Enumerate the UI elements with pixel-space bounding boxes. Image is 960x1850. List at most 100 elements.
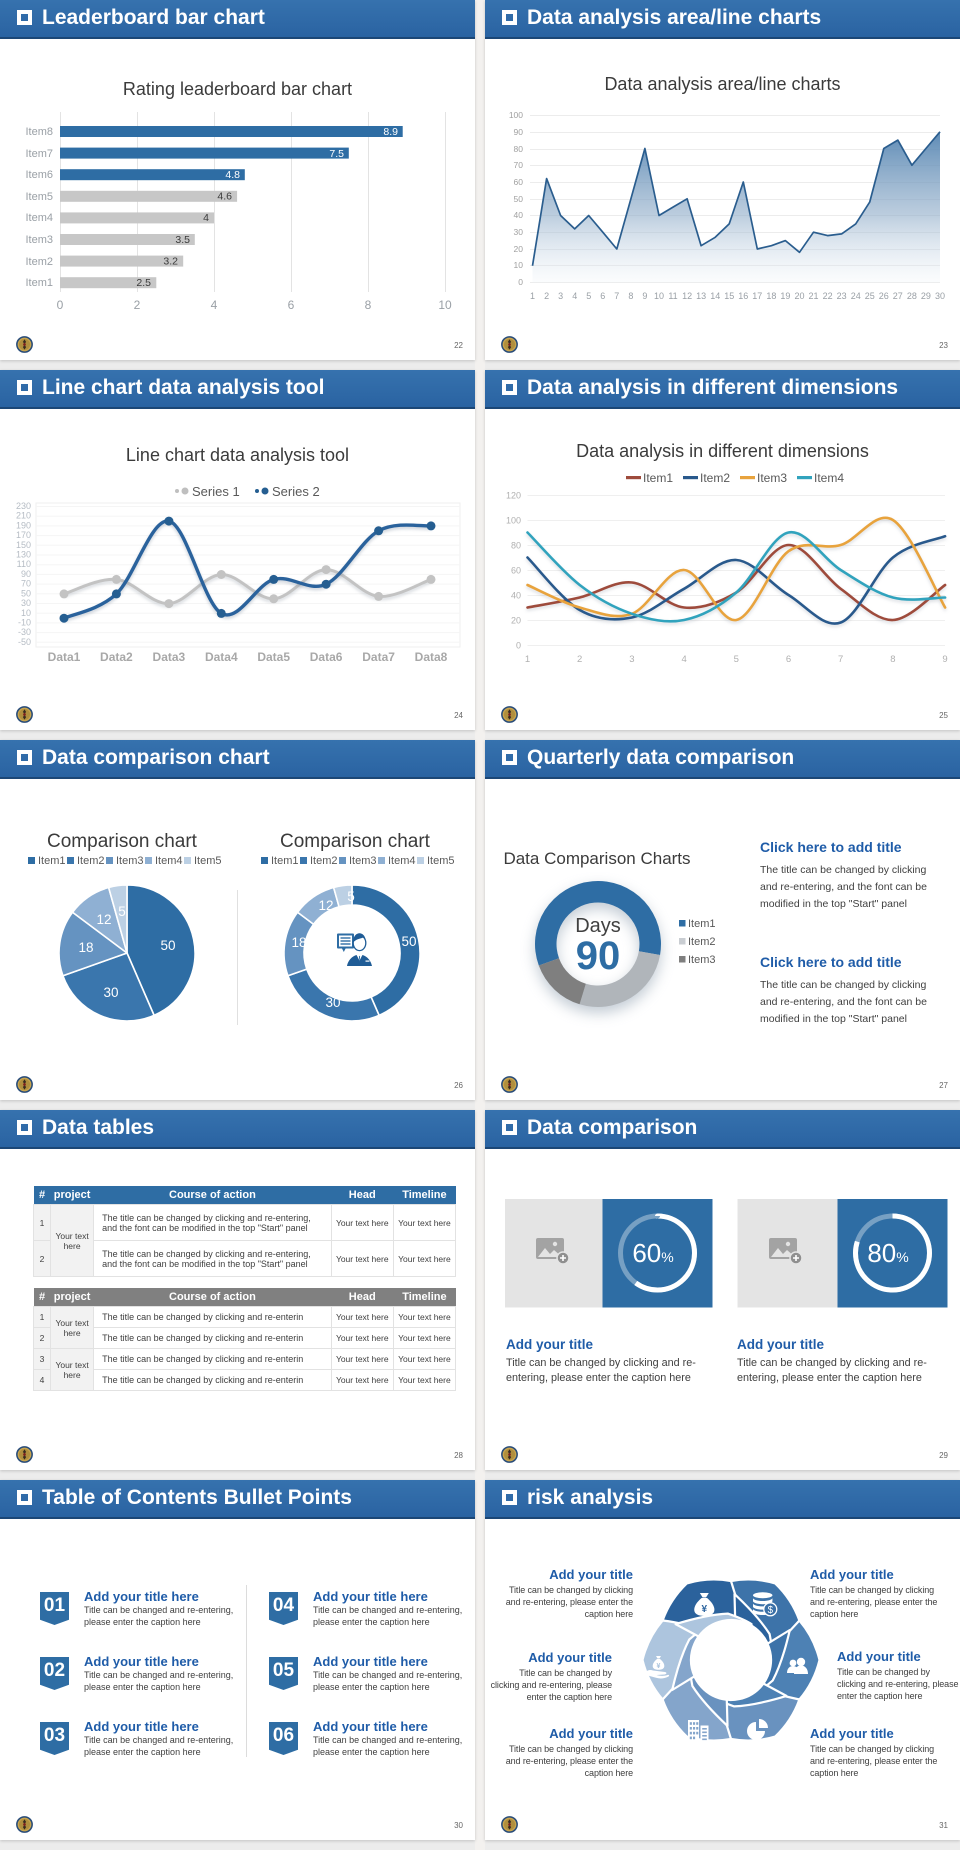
svg-text:15: 15 [724,291,734,301]
svg-text:80%: 80% [867,1238,908,1268]
svg-text:17: 17 [752,291,762,301]
svg-text:50: 50 [21,588,31,598]
svg-text:21: 21 [808,291,818,301]
svg-text:-30: -30 [18,627,31,637]
svg-text:90: 90 [21,569,31,579]
svg-text:70: 70 [21,579,31,589]
svg-text:40: 40 [511,591,521,601]
svg-text:10: 10 [514,260,524,270]
svg-text:150: 150 [16,540,31,550]
svg-text:2: 2 [577,654,582,665]
svg-text:30: 30 [21,598,31,608]
svg-text:80: 80 [511,541,521,551]
svg-text:90: 90 [576,934,621,978]
svg-text:12: 12 [682,291,692,301]
svg-text:1: 1 [525,654,530,665]
svg-text:100: 100 [506,516,521,526]
svg-text:40: 40 [514,210,524,220]
svg-text:4: 4 [681,654,686,665]
svg-text:Item5: Item5 [194,855,222,867]
svg-text:80: 80 [514,144,524,154]
svg-text:130: 130 [16,550,31,560]
svg-text:12: 12 [318,898,333,913]
svg-text:5: 5 [734,654,739,665]
svg-text:26: 26 [879,291,889,301]
svg-text:9: 9 [642,291,647,301]
svg-text:50: 50 [160,938,175,953]
svg-text:90: 90 [514,127,524,137]
svg-text:4: 4 [572,291,577,301]
svg-text:8: 8 [365,298,372,312]
svg-text:25: 25 [865,291,875,301]
svg-text:Data1: Data1 [48,650,81,664]
svg-text:210: 210 [16,511,31,521]
svg-text:Item2: Item2 [688,936,716,948]
svg-text:Data2: Data2 [100,650,133,664]
svg-text:8: 8 [890,654,895,665]
svg-text:Item4: Item4 [25,212,53,224]
svg-text:Comparison chart: Comparison chart [280,831,431,852]
svg-text:Item1: Item1 [25,277,53,289]
svg-text:10: 10 [438,298,452,312]
svg-text:-50: -50 [18,637,31,647]
svg-text:3: 3 [558,291,563,301]
svg-text:60: 60 [514,177,524,187]
svg-text:60: 60 [511,566,521,576]
svg-text:Item3: Item3 [349,855,377,867]
svg-text:24: 24 [851,291,861,301]
svg-text:Item1: Item1 [643,471,673,485]
svg-text:Data Comparison Charts: Data Comparison Charts [503,849,690,868]
svg-text:6: 6 [288,298,295,312]
svg-text:Item6: Item6 [25,169,53,181]
svg-text:Item2: Item2 [77,855,105,867]
svg-text:2.5: 2.5 [136,277,151,289]
svg-text:Data6: Data6 [310,650,343,664]
svg-text:10: 10 [21,608,31,618]
svg-text:8: 8 [628,291,633,301]
svg-text:18: 18 [78,940,93,955]
svg-text:Item5: Item5 [427,855,455,867]
svg-text:Data4: Data4 [205,650,238,664]
svg-text:22: 22 [823,291,833,301]
svg-text:7.5: 7.5 [329,148,344,160]
svg-text:Item8: Item8 [25,126,53,138]
svg-text:Item1: Item1 [688,918,716,930]
svg-text:Item2: Item2 [700,471,730,485]
svg-text:28: 28 [907,291,917,301]
svg-text:$: $ [768,1605,774,1616]
svg-text:30: 30 [514,227,524,237]
svg-text:Item3: Item3 [757,471,787,485]
svg-text:Item7: Item7 [25,148,53,160]
svg-text:6: 6 [786,654,791,665]
svg-text:¥: ¥ [657,1663,661,1670]
svg-text:12: 12 [96,912,111,927]
svg-text:100: 100 [509,110,523,120]
svg-text:18: 18 [291,935,306,950]
svg-text:13: 13 [696,291,706,301]
svg-text:¥: ¥ [702,1604,708,1615]
svg-text:Item4: Item4 [388,855,416,867]
svg-text:29: 29 [921,291,931,301]
svg-text:190: 190 [16,520,31,530]
svg-text:2: 2 [134,298,141,312]
svg-text:50: 50 [514,194,524,204]
svg-text:110: 110 [17,559,31,569]
svg-text:Item1: Item1 [271,855,299,867]
svg-text:4.8: 4.8 [225,169,240,181]
svg-text:Item2: Item2 [310,855,338,867]
svg-text:4: 4 [211,298,218,312]
svg-text:3.2: 3.2 [163,256,178,268]
svg-text:-10: -10 [18,618,31,628]
svg-text:9: 9 [942,654,947,665]
svg-text:18: 18 [766,291,776,301]
svg-text:27: 27 [893,291,903,301]
svg-text:Item2: Item2 [25,256,53,268]
svg-text:11: 11 [668,291,677,301]
svg-text:23: 23 [837,291,847,301]
svg-text:Item1: Item1 [38,855,66,867]
svg-text:Data5: Data5 [257,650,290,664]
svg-text:Data7: Data7 [362,650,395,664]
svg-text:30: 30 [325,995,340,1010]
svg-text:Item4: Item4 [155,855,183,867]
svg-text:Item4: Item4 [814,471,844,485]
